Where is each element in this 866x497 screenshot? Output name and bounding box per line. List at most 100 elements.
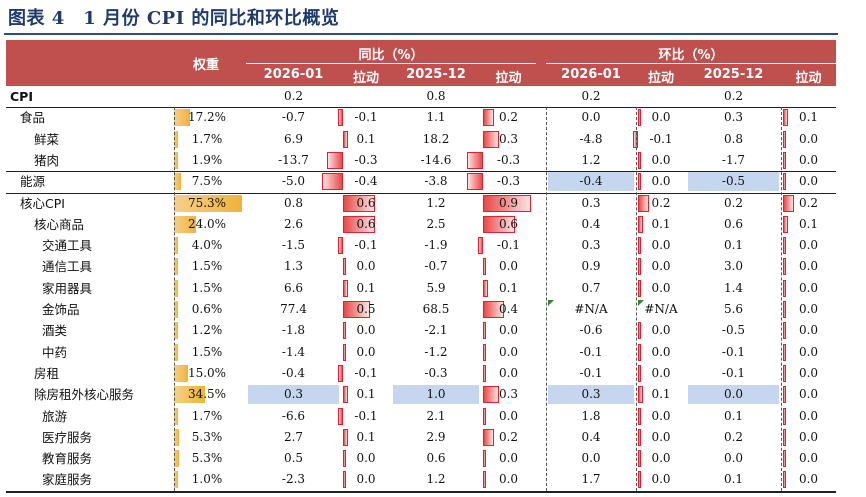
table-row: 除房租外核心服务 34.5% 0.3 0.1 1.0 0.3 0.3 0.1 0.0 0.0 [6, 384, 836, 405]
cell-mom-prev: 3.0 [723, 259, 744, 274]
header-yoy-underline [246, 63, 536, 64]
weight-bar [174, 109, 190, 127]
weight-value: 34.5% [187, 387, 227, 402]
row-label: 交通工具 [42, 238, 93, 254]
table-row: 教育服务 5.3% 0.5 0.0 0.6 0.0 0.0 0.0 0.0 0.0 [6, 448, 836, 469]
cell-yoy-cur: -1.8 [281, 323, 306, 338]
error-indicator-icon [638, 300, 644, 306]
cell-mom-cur: #N/A [574, 302, 608, 316]
header-col-mom-cur-pull: 拉动 [647, 71, 674, 86]
pull-bar [343, 471, 346, 489]
weight-bar [174, 322, 178, 340]
cell-yoy-prev-pull: 0.0 [498, 259, 519, 274]
pull-bar [483, 194, 531, 212]
header-yoy-group: 同比（%） [358, 48, 424, 63]
cell-yoy-prev: -0.3 [424, 365, 448, 380]
row-label: 医疗服务 [42, 429, 93, 445]
header-col-yoy-cur-pull: 拉动 [352, 71, 379, 86]
pull-bar [638, 386, 644, 404]
row-label: 能源 [20, 174, 46, 190]
row-label: 旅游 [42, 408, 68, 424]
cell-mom-prev: 0.3 [723, 110, 744, 125]
cell-mom-prev-pull: 0.0 [798, 131, 819, 146]
cell-mom-cur: 0.2 [581, 89, 601, 103]
cell-yoy-prev: 0.6 [426, 451, 446, 466]
row-separator [6, 171, 836, 173]
cell-yoy-cur: 2.7 [283, 429, 304, 444]
pull-bar [483, 258, 486, 276]
weight-bar [174, 450, 179, 468]
cell-yoy-prev: -2.1 [424, 323, 448, 338]
cell-yoy-cur: -6.6 [281, 408, 306, 423]
cell-mom-prev-pull: 0.0 [798, 429, 819, 444]
cell-mom-cur: 0.3 [581, 195, 601, 210]
pull-bar [783, 237, 786, 255]
cell-mom-cur: 1.2 [581, 152, 601, 167]
cell-yoy-cur: 77.4 [280, 302, 307, 316]
row-label: 除房租外核心服务 [34, 387, 135, 403]
pull-bar [483, 364, 486, 382]
cell-yoy-prev: 5.9 [426, 280, 446, 295]
pull-bar [783, 364, 786, 382]
cell-mom-cur: 0.9 [581, 259, 601, 274]
pull-bar [337, 407, 343, 425]
weight-value: 1.5% [191, 344, 223, 359]
row-label: 中药 [42, 344, 68, 360]
cell-yoy-cur: 6.6 [283, 280, 304, 295]
cell-yoy-cur: 0.5 [283, 451, 304, 466]
pull-bar [783, 279, 786, 297]
cell-yoy-cur: 0.2 [283, 89, 304, 103]
cell-mom-cur-pull: 0.0 [651, 280, 671, 295]
cell-mom-prev: -0.5 [721, 323, 746, 338]
cell-mom-cur-pull: 0.0 [651, 472, 671, 487]
cell-yoy-cur-pull: 0.0 [356, 451, 376, 466]
table-bottom-rule [6, 490, 836, 493]
table-row: 交通工具 4.0% -1.5 -0.1 -1.9 -0.1 0.3 0.0 0.1 0.0 [6, 235, 836, 256]
cell-yoy-cur: -1.4 [281, 344, 306, 359]
cell-yoy-cur: -13.7 [278, 152, 309, 167]
pull-bar [638, 194, 649, 212]
cell-mom-cur-pull: 0.1 [651, 216, 671, 231]
cell-mom-prev-pull: 0.0 [798, 408, 819, 423]
table-row: 家用器具 1.5% 6.6 0.1 5.9 0.1 0.7 0.0 1.4 0.0 [6, 278, 836, 299]
pull-bar [477, 237, 483, 255]
cell-yoy-prev: -1.2 [424, 344, 448, 359]
cell-mom-prev-pull: 0.0 [798, 451, 819, 466]
row-label: 通信工具 [42, 259, 93, 275]
pull-bar [483, 130, 499, 148]
cell-mom-prev-pull: 0.0 [798, 387, 819, 402]
cell-mom-prev: 0.1 [723, 238, 744, 253]
pull-bar [321, 173, 343, 191]
cell-yoy-prev-pull: -0.1 [496, 238, 521, 253]
header-col-mom-prev-pull: 拉动 [795, 71, 822, 86]
cell-mom-prev: 0.0 [723, 387, 744, 402]
pull-bar [337, 364, 343, 382]
cell-mom-cur: -4.8 [579, 131, 603, 146]
table-row: 食品 17.2% -0.7 -0.1 1.1 0.2 0.0 0.0 0.3 0.1 [6, 107, 836, 128]
table-row: 房租 15.0% -0.4 -0.1 -0.3 0.0 -0.1 0.0 -0.1 0.0 [6, 363, 836, 384]
cell-yoy-prev-pull: 0.0 [498, 451, 519, 466]
weight-bar [174, 364, 188, 382]
error-indicator-icon [548, 300, 554, 306]
cell-yoy-prev-pull: 0.3 [498, 387, 519, 402]
pull-bar [483, 322, 486, 340]
pull-bar [638, 407, 641, 425]
cell-yoy-cur-pull: 0.1 [356, 387, 376, 402]
table-row: 猪肉 1.9% -13.7 -0.3 -14.6 -0.3 1.2 0.0 -1.7 0.0 [6, 150, 836, 171]
cell-mom-cur-pull: 0.0 [651, 174, 671, 189]
cell-yoy-prev-pull: -0.3 [496, 174, 521, 189]
pull-bar [783, 194, 794, 212]
pull-bar [783, 407, 786, 425]
cell-mom-cur: 0.0 [581, 451, 601, 466]
highlight-cell [688, 385, 779, 405]
cell-yoy-prev-pull: 0.6 [498, 216, 519, 231]
weight-bar [174, 151, 178, 169]
header-mom-underline [546, 63, 836, 64]
cell-yoy-prev: -0.7 [424, 259, 448, 274]
cell-mom-cur: 0.4 [581, 429, 601, 444]
header-col-mom-prev: 2025-12 [703, 67, 764, 82]
cell-yoy-cur: 2.6 [283, 216, 304, 231]
cell-yoy-prev-pull: 0.0 [498, 344, 519, 359]
row-label: CPI [10, 89, 33, 104]
table-row: 鲜菜 1.7% 6.9 0.1 18.2 0.3 -4.8 -0.1 0.8 0.0 [6, 129, 836, 150]
